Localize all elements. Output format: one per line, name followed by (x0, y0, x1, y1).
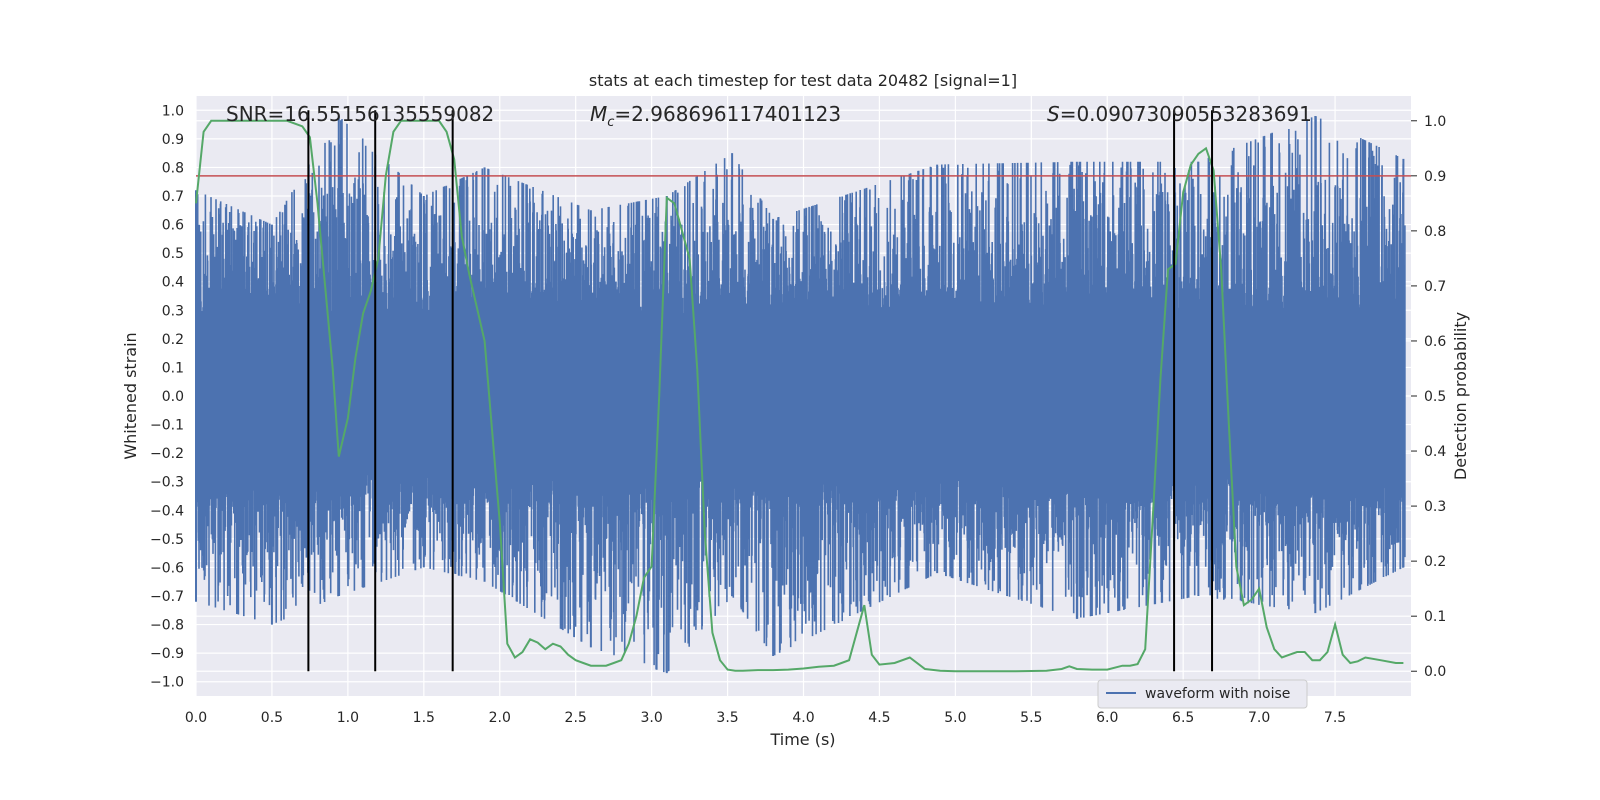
s-annotation: S=0.09073090553283691 (1047, 102, 1312, 126)
x-tick-label-6: 3.0 (640, 710, 662, 726)
y-left-tick-label-9: −0.1 (150, 418, 184, 434)
x-tick-label-15: 7.5 (1324, 710, 1346, 726)
x-tick-label-4: 2.0 (489, 710, 511, 726)
y-right-tick-label-6: 0.6 (1424, 334, 1446, 350)
y-left-ticks: −1.0 −0.9 −0.8 −0.7 −0.6 −0.5 −0.4 −0.3 −0.2 −0.1… (150, 103, 184, 690)
y-axis-label-left: Whitened strain (121, 332, 140, 459)
legend: waveform with noise (1097, 679, 1308, 709)
x-axis-label: Time (s) (769, 730, 835, 749)
x-ticks: 0.0 0.5 1.0 1.5 2.0 2.5 3.0 3.5 4.0 4.5 5.0 5.5 6.0 6… (185, 710, 1346, 726)
y-left-tick-label-13: 0.3 (162, 303, 184, 319)
y-left-tick-label-2: −0.8 (150, 618, 184, 634)
chirp-mass-symbol: M (590, 102, 607, 126)
x-tick-label-10: 5.0 (944, 710, 966, 726)
y-left-tick-label-15: 0.5 (162, 246, 184, 262)
y-right-tick-label-10: 1.0 (1424, 114, 1446, 130)
y-axis-label-right: Detection probability (1451, 312, 1470, 480)
legend-waveform-label: waveform with noise (1145, 686, 1290, 702)
chirp-mass-annotation: Mc=2.968696117401123 (590, 102, 841, 130)
s-value: =0.09073090553283691 (1060, 102, 1312, 126)
y-left-tick-label-7: −0.3 (150, 475, 184, 491)
y-left-tick-label-10: 0.0 (162, 389, 184, 405)
y-right-tick-label-5: 0.5 (1424, 389, 1446, 405)
y-left-tick-label-6: −0.4 (150, 503, 184, 519)
x-tick-label-3: 1.5 (413, 710, 435, 726)
y-right-ticks: 0.0 0.1 0.2 0.3 0.4 0.5 0.6 0.7 0.8 0.9 1.0 (1411, 114, 1446, 680)
x-tick-label-7: 3.5 (716, 710, 738, 726)
detection-probability-layer (195, 119, 1404, 673)
y-left-tick-label-5: −0.5 (150, 532, 184, 548)
y-right-tick-label-0: 0.0 (1424, 664, 1446, 680)
x-tick-label-9: 4.5 (868, 710, 890, 726)
y-left-tick-label-14: 0.4 (162, 275, 184, 291)
x-tick-label-0: 0.0 (185, 710, 207, 726)
y-right-tick-label-4: 0.4 (1424, 444, 1446, 460)
snr-annotation: SNR=16.55156135559082 (226, 102, 494, 126)
y-right-tick-label-2: 0.2 (1424, 554, 1446, 570)
chirp-mass-value: =2.968696117401123 (614, 102, 841, 126)
chirp-mass-subscript: c (607, 115, 614, 130)
y-left-tick-label-3: −0.7 (150, 589, 184, 605)
y-right-tick-label-7: 0.7 (1424, 279, 1446, 295)
y-left-tick-label-12: 0.2 (162, 332, 184, 348)
y-left-tick-label-18: 0.8 (162, 160, 184, 176)
y-left-tick-label-4: −0.6 (150, 560, 184, 576)
x-tick-label-8: 4.0 (792, 710, 814, 726)
x-tick-label-14: 7.0 (1248, 710, 1270, 726)
detection-probability-line (195, 119, 1404, 673)
y-left-tick-label-11: 0.1 (162, 360, 184, 376)
vertical-lines-layer (307, 110, 1214, 672)
y-left-tick-label-8: −0.2 (150, 446, 184, 462)
chart-title: stats at each timestep for test data 204… (589, 71, 1017, 90)
y-left-tick-label-1: −0.9 (150, 646, 184, 662)
x-tick-label-1: 0.5 (261, 710, 283, 726)
x-tick-label-2: 1.0 (337, 710, 359, 726)
waveform-layer (195, 116, 1406, 674)
x-tick-label-12: 6.0 (1096, 710, 1118, 726)
y-left-tick-label-16: 0.6 (162, 218, 184, 234)
x-tick-label-13: 6.5 (1172, 710, 1194, 726)
y-left-tick-label-17: 0.7 (162, 189, 184, 205)
y-right-tick-label-1: 0.1 (1424, 609, 1446, 625)
legend-box (1097, 679, 1308, 709)
x-tick-label-5: 2.5 (565, 710, 587, 726)
y-right-tick-label-9: 0.9 (1424, 169, 1446, 185)
y-right-tick-label-8: 0.8 (1424, 224, 1446, 240)
y-right-tick-label-3: 0.3 (1424, 499, 1446, 515)
y-left-tick-label-20: 1.0 (162, 103, 184, 119)
y-left-tick-label-0: −1.0 (150, 675, 184, 691)
x-tick-label-11: 5.5 (1020, 710, 1042, 726)
y-left-tick-label-19: 0.9 (162, 132, 184, 148)
s-symbol: S (1047, 102, 1060, 126)
